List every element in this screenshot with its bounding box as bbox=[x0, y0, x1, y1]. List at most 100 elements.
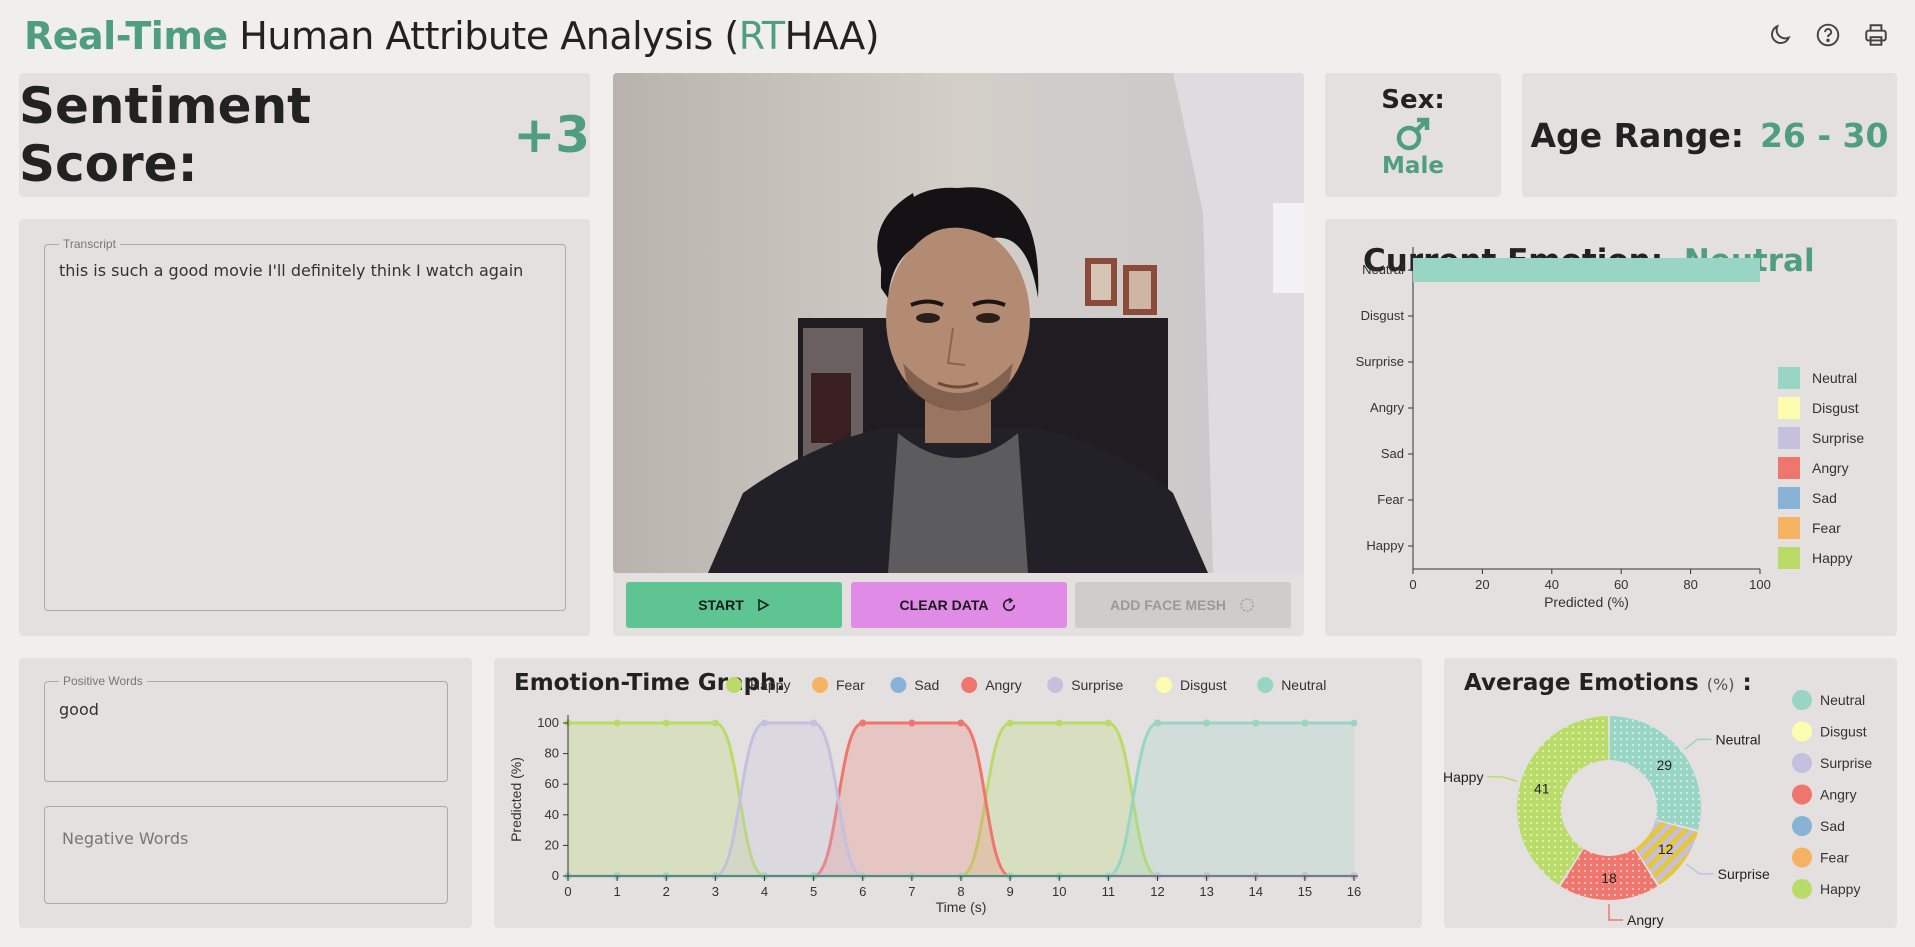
male-icon bbox=[1396, 117, 1430, 151]
add-face-mesh-label: ADD FACE MESH bbox=[1110, 597, 1226, 613]
x-tick-label: 11 bbox=[1102, 884, 1116, 899]
add-face-mesh-button[interactable]: ADD FACE MESH bbox=[1075, 582, 1291, 628]
start-button[interactable]: START bbox=[626, 582, 842, 628]
x-tick-label: 40 bbox=[1545, 577, 1559, 592]
clear-data-button[interactable]: CLEAR DATA bbox=[851, 582, 1067, 628]
x-tick-label: 3 bbox=[712, 884, 719, 899]
point-surprise-5 bbox=[810, 719, 818, 727]
point-angry-6 bbox=[859, 719, 867, 727]
average-emotions-heading: Average Emotions (%) : bbox=[1464, 670, 1752, 696]
video-card: START CLEAR DATA ADD FACE MESH bbox=[613, 73, 1304, 636]
point-angry-7 bbox=[908, 719, 916, 727]
slice-label-angry: Angry bbox=[1627, 912, 1664, 928]
dark-mode-moon-icon[interactable] bbox=[1767, 22, 1793, 48]
positive-words-box[interactable]: Positive Words good bbox=[44, 674, 448, 782]
slice-value-neutral: 29 bbox=[1657, 757, 1673, 773]
legend-swatch-sad bbox=[1778, 487, 1800, 509]
x-tick-label: 1 bbox=[614, 884, 621, 899]
point-neutral-13 bbox=[1203, 719, 1211, 727]
y-tick-label: 80 bbox=[545, 746, 559, 761]
x-tick-label: 14 bbox=[1249, 884, 1263, 899]
y-tick-label-neutral: Neutral bbox=[1362, 262, 1404, 277]
x-tick-label: 10 bbox=[1052, 884, 1066, 899]
y-tick-label: 20 bbox=[545, 837, 559, 852]
positive-words-legend: Positive Words bbox=[63, 674, 143, 688]
legend-dot-surprise bbox=[1792, 753, 1812, 773]
negative-words-box[interactable]: Negative Words bbox=[44, 806, 448, 904]
positive-words-text: good bbox=[59, 700, 99, 719]
title-abbr-accent: RT bbox=[738, 14, 785, 58]
y-tick-label-happy: Happy bbox=[1366, 538, 1404, 553]
age-label: Age Range: bbox=[1530, 115, 1744, 155]
clear-data-label: CLEAR DATA bbox=[899, 597, 989, 613]
point-neutral-12 bbox=[1154, 719, 1161, 727]
slice-value-angry: 18 bbox=[1601, 870, 1617, 886]
x-axis-label: Time (s) bbox=[936, 899, 987, 915]
legend-label-disgust: Disgust bbox=[1812, 400, 1859, 416]
legend-label-sad: Sad bbox=[1820, 818, 1845, 834]
legend-dot-angry bbox=[1792, 784, 1812, 805]
slice-value-surprise: 12 bbox=[1658, 841, 1674, 857]
x-tick-label: 80 bbox=[1683, 577, 1697, 592]
y-axis-label: Predicted (%) bbox=[508, 757, 524, 842]
slice-texture-happy bbox=[1517, 716, 1609, 886]
age-card: Age Range: 26 - 30 bbox=[1522, 73, 1897, 197]
x-tick-label: 12 bbox=[1150, 884, 1164, 899]
x-tick-label: 100 bbox=[1749, 577, 1771, 592]
legend-dot-sad bbox=[890, 677, 907, 693]
emotion-time-chart: Happy Fear Sad Angry Surprise Disgust Neutral 0… bbox=[508, 677, 1361, 915]
average-emotions-donut-chart: 29 Neutral 12 Surprise 18 Angry 41 Happy Neutral… bbox=[1444, 690, 1872, 928]
transcript-legend: Transcript bbox=[63, 237, 116, 251]
y-tick-label-angry: Angry bbox=[1370, 400, 1404, 415]
legend-label-fear: Fear bbox=[1820, 850, 1849, 866]
legend-swatch-fear bbox=[1778, 517, 1800, 539]
age-value: 26 - 30 bbox=[1759, 115, 1889, 155]
slice-leader-neutral bbox=[1684, 738, 1712, 750]
slice-value-happy: 41 bbox=[1534, 780, 1550, 796]
legend-swatch-neutral bbox=[1778, 367, 1800, 389]
y-tick-label: 40 bbox=[545, 807, 559, 822]
legend-dot-fear bbox=[812, 677, 828, 693]
average-emotions-unit: (%) bbox=[1706, 675, 1735, 694]
x-tick-label: 9 bbox=[1007, 884, 1014, 899]
title-abbr-rest: HAA bbox=[784, 14, 866, 58]
area-neutral bbox=[568, 723, 1354, 876]
point-neutral-14 bbox=[1252, 719, 1260, 727]
sentiment-card: Sentiment Score: +3 bbox=[19, 73, 590, 197]
legend-label-angry: Angry bbox=[1812, 460, 1849, 476]
help-icon[interactable] bbox=[1815, 22, 1841, 48]
print-icon[interactable] bbox=[1863, 22, 1889, 48]
average-emotions-title: Average Emotions bbox=[1464, 670, 1699, 696]
legend-dot-fear bbox=[1792, 847, 1812, 868]
point-neutral-15 bbox=[1301, 719, 1309, 727]
legend-label-disgust: Disgust bbox=[1820, 724, 1867, 740]
point-angry-8 bbox=[957, 719, 965, 727]
title-close: ) bbox=[864, 14, 880, 58]
transcript-box[interactable]: Transcript this is such a good movie I'l… bbox=[44, 237, 566, 611]
legend-label-surprise: Surprise bbox=[1812, 430, 1864, 446]
legend-label-sad: Sad bbox=[914, 677, 939, 693]
current-emotion-bar-chart: Neutral Disgust Surprise Angry Sad Fear Happy 0… bbox=[1356, 247, 1864, 610]
area-angry bbox=[568, 723, 1354, 876]
legend-label-happy: Happy bbox=[1812, 550, 1852, 566]
y-tick-label-disgust: Disgust bbox=[1361, 308, 1405, 323]
legend-swatch-angry bbox=[1778, 457, 1800, 479]
legend-dot-disgust bbox=[1792, 721, 1812, 742]
legend-dot-neutral bbox=[1792, 690, 1812, 710]
point-happy-1 bbox=[613, 719, 621, 727]
sex-label: Sex: bbox=[1381, 85, 1445, 115]
transcript-card: Transcript this is such a good movie I'l… bbox=[19, 219, 590, 636]
webcam-image bbox=[613, 73, 1304, 573]
legend-label-disgust: Disgust bbox=[1180, 677, 1227, 693]
emotion-time-card: Emotion-Time Graph: Happy Fear Sad Angry Sur… bbox=[494, 658, 1422, 928]
sex-card: Sex: Male bbox=[1325, 73, 1501, 197]
legend-dot-neutral bbox=[1257, 677, 1274, 693]
legend-label-surprise: Surprise bbox=[1071, 677, 1123, 693]
legend-label-neutral: Neutral bbox=[1812, 370, 1857, 386]
legend-swatch-surprise bbox=[1778, 427, 1800, 449]
x-axis-label: Predicted (%) bbox=[1544, 594, 1629, 610]
legend-dot-sad bbox=[1792, 816, 1812, 836]
app-title: Real-Time Human Attribute Analysis (RTHA… bbox=[24, 14, 880, 58]
x-tick-label: 15 bbox=[1298, 884, 1312, 899]
legend-label-angry: Angry bbox=[985, 677, 1022, 693]
